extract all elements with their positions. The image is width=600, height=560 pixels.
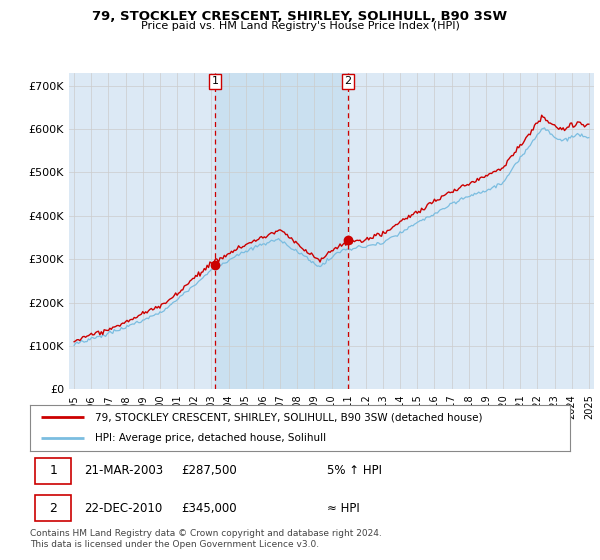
- Text: £287,500: £287,500: [181, 464, 237, 478]
- Text: 79, STOCKLEY CRESCENT, SHIRLEY, SOLIHULL, B90 3SW (detached house): 79, STOCKLEY CRESCENT, SHIRLEY, SOLIHULL…: [95, 412, 482, 422]
- Text: Price paid vs. HM Land Registry's House Price Index (HPI): Price paid vs. HM Land Registry's House …: [140, 21, 460, 31]
- Text: Contains HM Land Registry data © Crown copyright and database right 2024.
This d: Contains HM Land Registry data © Crown c…: [30, 529, 382, 549]
- Text: ≈ HPI: ≈ HPI: [327, 502, 360, 515]
- Bar: [215, 73, 348, 389]
- Text: 1: 1: [49, 464, 57, 478]
- Text: HPI: Average price, detached house, Solihull: HPI: Average price, detached house, Soli…: [95, 433, 326, 444]
- Text: £345,000: £345,000: [181, 502, 237, 515]
- FancyBboxPatch shape: [35, 496, 71, 521]
- FancyBboxPatch shape: [35, 458, 71, 484]
- Text: 22-DEC-2010: 22-DEC-2010: [84, 502, 162, 515]
- Text: 21-MAR-2003: 21-MAR-2003: [84, 464, 163, 478]
- Text: 5% ↑ HPI: 5% ↑ HPI: [327, 464, 382, 478]
- Text: 2: 2: [344, 77, 352, 86]
- Text: 79, STOCKLEY CRESCENT, SHIRLEY, SOLIHULL, B90 3SW: 79, STOCKLEY CRESCENT, SHIRLEY, SOLIHULL…: [92, 10, 508, 23]
- Text: 2: 2: [49, 502, 57, 515]
- Text: 1: 1: [212, 77, 218, 86]
